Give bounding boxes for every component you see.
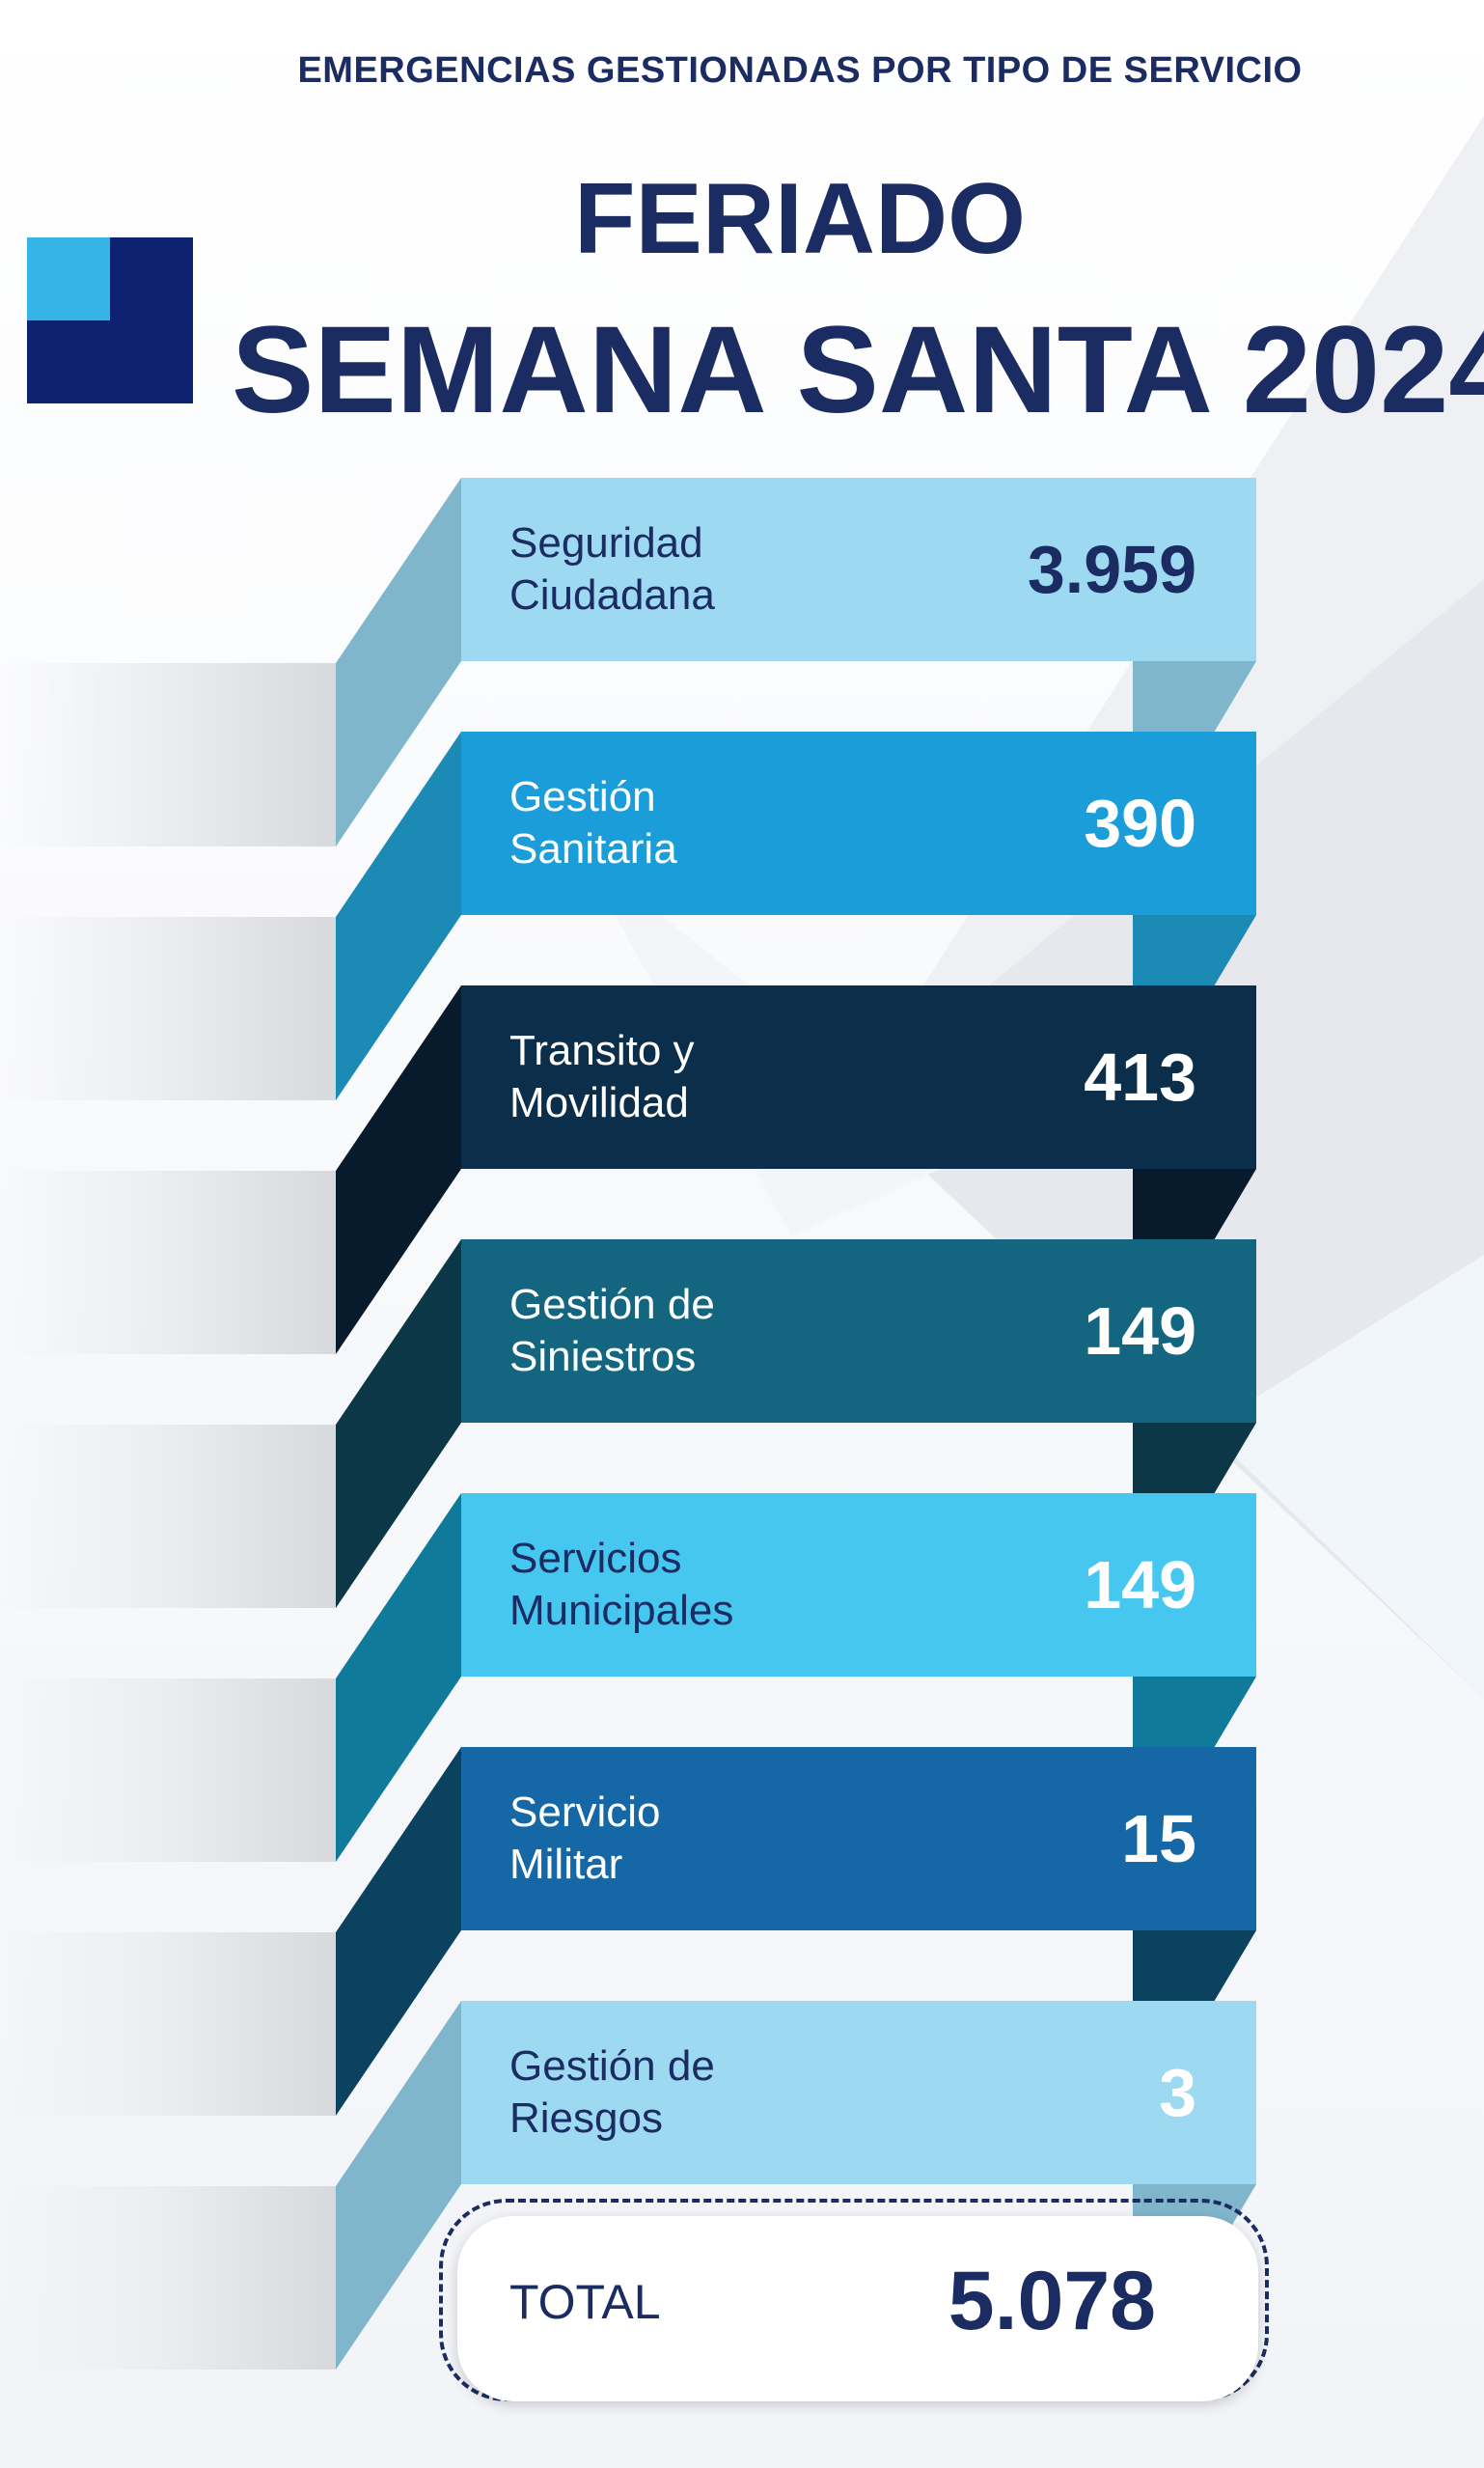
service-value: 390: [1084, 786, 1196, 861]
stair-right-fold: [1133, 1677, 1256, 1748]
service-value: 413: [1084, 1040, 1196, 1115]
service-label: Transito y Movilidad: [509, 1027, 695, 1126]
stair-shadow: [0, 2186, 336, 2370]
service-card: Seguridad Ciudadana 3.959: [461, 478, 1256, 661]
service-value: 15: [1121, 1801, 1196, 1876]
header-title-semana-santa: SEMANA SANTA 2024: [232, 301, 1484, 439]
stair-shadow: [0, 1171, 336, 1354]
stair-right-fold: [1133, 1930, 1256, 2002]
header-subtitle: EMERGENCIAS GESTIONADAS POR TIPO DE SERV…: [297, 50, 1303, 91]
service-value: 3.959: [1027, 532, 1196, 607]
service-card: Servicios Municipales 149: [461, 1493, 1256, 1677]
header-title-feriado: FERIADO: [574, 163, 1026, 275]
service-card: Gestión Sanitaria 390: [461, 732, 1256, 915]
service-label: Gestión Sanitaria: [509, 773, 677, 873]
stair-shadow: [0, 1932, 336, 2116]
brand-logo: [27, 237, 193, 403]
stair-right-fold: [1133, 1423, 1256, 1494]
service-card: Gestión de Siniestros 149: [461, 1239, 1256, 1423]
stair-right-fold: [1133, 1169, 1256, 1240]
stair-shadow: [0, 917, 336, 1100]
service-label: Gestión de Siniestros: [509, 1281, 715, 1380]
stair-left-face: [336, 732, 461, 1100]
stair-left-face: [336, 478, 461, 846]
stair-left-face: [336, 1493, 461, 1862]
stair-right-fold: [1133, 661, 1256, 733]
stair-left-face: [336, 1747, 461, 2116]
service-label: Servicios Municipales: [509, 1535, 734, 1634]
service-card: Servicio Militar 15: [461, 1747, 1256, 1930]
stair-left-face: [336, 1239, 461, 1608]
service-card: Transito y Movilidad 413: [461, 985, 1256, 1169]
total-label: TOTAL: [509, 2275, 661, 2329]
service-label: Gestión de Riesgos: [509, 2042, 715, 2142]
stair-shadow: [0, 1425, 336, 1608]
service-card: Gestión de Riesgos 3: [461, 2001, 1256, 2184]
stair-left-face: [336, 2001, 461, 2370]
stair-shadow: [0, 663, 336, 846]
total-value: 5.078: [948, 2255, 1156, 2347]
total-box: [457, 2216, 1258, 2401]
service-label: Seguridad Ciudadana: [509, 519, 715, 619]
service-value: 149: [1084, 1547, 1196, 1622]
stair-shadow: [0, 1678, 336, 1862]
stair-left-face: [336, 985, 461, 1354]
service-value: 3: [1159, 2055, 1196, 2130]
service-value: 149: [1084, 1293, 1196, 1369]
stair-right-fold: [1133, 915, 1256, 986]
service-label: Servicio Militar: [509, 1789, 661, 1888]
